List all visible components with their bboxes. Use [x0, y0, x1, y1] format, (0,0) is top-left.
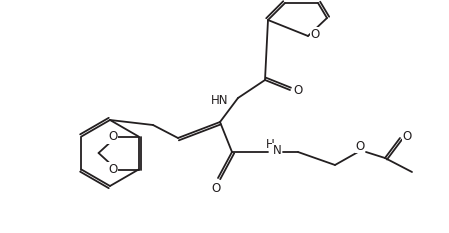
Text: O: O — [108, 163, 117, 176]
Text: O: O — [293, 83, 303, 96]
Text: O: O — [211, 182, 220, 195]
Text: O: O — [310, 27, 320, 41]
Text: O: O — [108, 130, 117, 143]
Text: H: H — [266, 137, 274, 151]
Text: O: O — [355, 140, 365, 153]
Text: N: N — [273, 144, 282, 157]
Text: HN: HN — [211, 93, 228, 106]
Text: O: O — [402, 130, 412, 143]
